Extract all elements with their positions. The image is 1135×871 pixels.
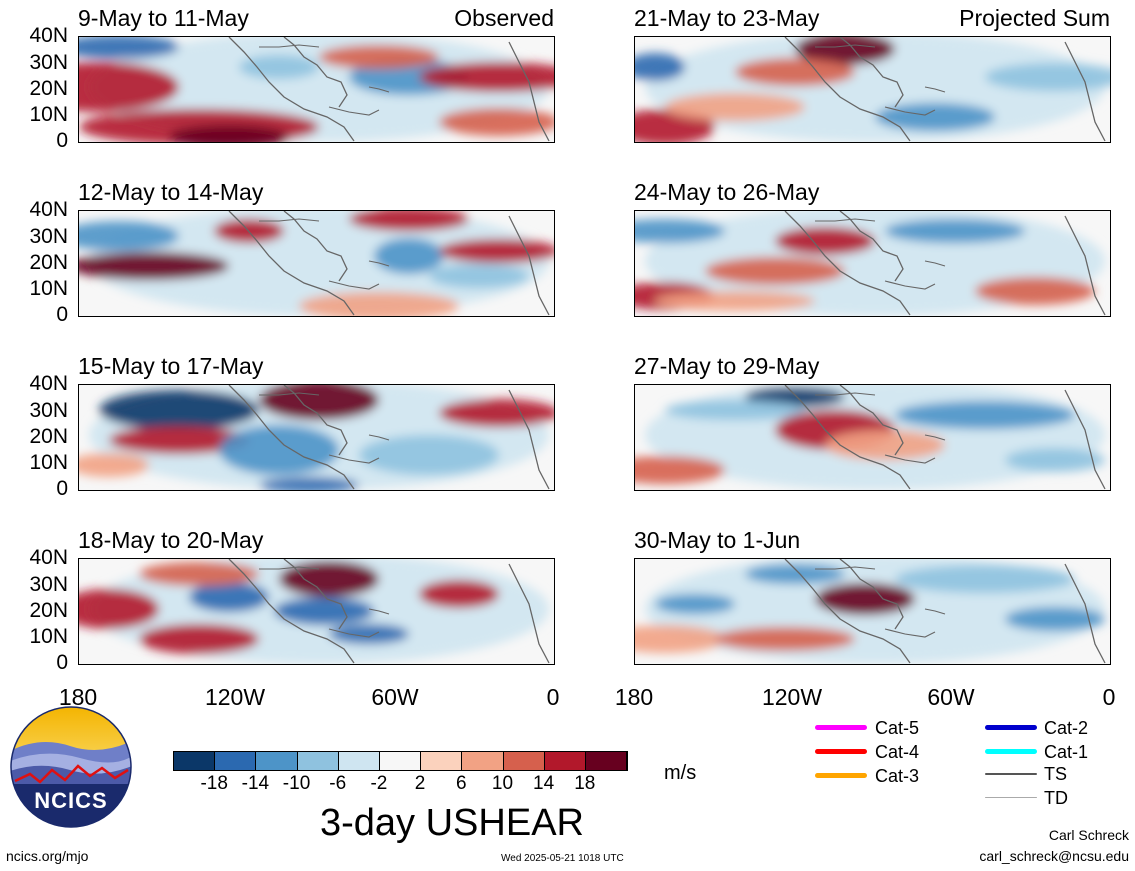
lat-label: 10N (29, 451, 68, 474)
footer-url[interactable]: ncics.org/mjo (6, 848, 89, 864)
colorbar-swatch (544, 752, 586, 770)
map-panel (634, 384, 1111, 491)
colorbar-swatch (421, 752, 463, 770)
colorbar-swatch (297, 752, 339, 770)
lat-label: 0 (56, 651, 68, 674)
lon-label: 180 (58, 684, 98, 710)
lon-label: 120W (761, 684, 823, 710)
lat-label: 20N (29, 425, 68, 448)
panel-title-p6: 24-May to 26-May (634, 179, 820, 205)
colorbar-title: 3-day USHEAR (320, 802, 584, 844)
colorbar-tick-label: 10 (491, 773, 514, 794)
logo-text: NCICS (34, 788, 108, 813)
colorbar-tick-label: 6 (455, 773, 467, 794)
footer-timestamp: Wed 2025-05-21 1018 UTC (501, 853, 624, 864)
panel-title-p5: 21-May to 23-May (634, 5, 820, 31)
colorbar-swatch (338, 752, 380, 770)
lat-label: 30N (29, 399, 68, 422)
panel-title-p4: 18-May to 20-May (78, 527, 264, 553)
colorbar-tick-label: -18 (200, 773, 228, 794)
projected-label: Projected Sum (959, 5, 1110, 31)
colorbar-tick-label: -14 (241, 773, 270, 794)
panel-title-p8: 30-May to 1-Jun (634, 527, 801, 553)
lat-label: 20N (29, 251, 68, 274)
lon-label: 0 (1102, 684, 1116, 710)
colorbar-tick-label: 18 (574, 773, 596, 794)
map-panel (78, 210, 555, 317)
colorbar-tick-label: 14 (533, 773, 555, 794)
colorbar-tick-label: -2 (370, 773, 388, 794)
colorbar-swatch (215, 752, 257, 770)
colorbar-swatch (379, 752, 422, 770)
colorbar (173, 751, 628, 771)
legend-line-cat5 (815, 725, 867, 730)
lat-label: 40N (29, 546, 68, 569)
legend-label-cat2: Cat-2 (1044, 718, 1089, 738)
observed-label: Observed (454, 5, 554, 31)
lat-label: 10N (29, 277, 68, 300)
colorbar-tick-label: -6 (329, 773, 347, 794)
panel-title-p1: 9-May to 11-May (78, 5, 249, 31)
legend-label-cat4: Cat-4 (875, 742, 920, 762)
lat-label: 20N (29, 599, 68, 622)
colorbar-swatch (174, 752, 216, 770)
footer-author: Carl Schreck (1048, 827, 1129, 843)
legend-line-td (985, 797, 1037, 798)
legend-line-cat1 (985, 749, 1037, 754)
colorbar-swatch (462, 752, 504, 770)
colorbar-tick-label: -10 (282, 773, 311, 794)
footer-email[interactable]: carl_schreck@ncsu.edu (979, 848, 1129, 864)
lat-label: 0 (56, 477, 68, 500)
legend-label-ts: TS (1044, 764, 1068, 784)
map-panel (634, 210, 1111, 317)
map-panel (634, 36, 1111, 143)
legend-line-cat3 (815, 773, 867, 778)
lat-label: 30N (29, 51, 68, 74)
lon-label: 60W (927, 684, 975, 710)
ncics-logo: NCICS (10, 706, 132, 828)
lat-label: 40N (29, 24, 68, 47)
lat-label: 10N (29, 625, 68, 648)
lat-label: 30N (29, 225, 68, 248)
legend-line-ts (985, 773, 1037, 775)
lon-label: 120W (204, 684, 266, 710)
lon-label: 0 (546, 684, 560, 710)
legend-line-cat2 (985, 725, 1037, 730)
legend-label-td: TD (1044, 788, 1068, 808)
colorbar-swatch (256, 752, 298, 770)
lat-label: 0 (56, 303, 68, 326)
colorbar-tick-label: 2 (414, 773, 426, 794)
lat-label: 20N (29, 77, 68, 100)
lon-label: 180 (614, 684, 654, 710)
panel-title-p7: 27-May to 29-May (634, 353, 820, 379)
legend-label-cat5: Cat-5 (875, 718, 920, 738)
legend-label-cat3: Cat-3 (875, 766, 920, 786)
lat-label: 40N (29, 372, 68, 395)
legend-line-cat4 (815, 749, 867, 754)
colorbar-swatch (585, 752, 628, 770)
panel-title-p3: 15-May to 17-May (78, 353, 264, 379)
lat-label: 30N (29, 573, 68, 596)
lat-label: 10N (29, 103, 68, 126)
lat-label: 40N (29, 198, 68, 221)
lon-label: 60W (371, 684, 419, 710)
map-panel (634, 558, 1111, 665)
colorbar-swatch (503, 752, 545, 770)
panel-title-p2: 12-May to 14-May (78, 179, 264, 205)
colorbar-units: m/s (664, 762, 697, 784)
map-panel (78, 558, 555, 665)
legend-label-cat1: Cat-1 (1044, 742, 1089, 762)
lat-label: 0 (56, 129, 68, 152)
map-panel (78, 36, 555, 143)
map-panel (78, 384, 555, 491)
